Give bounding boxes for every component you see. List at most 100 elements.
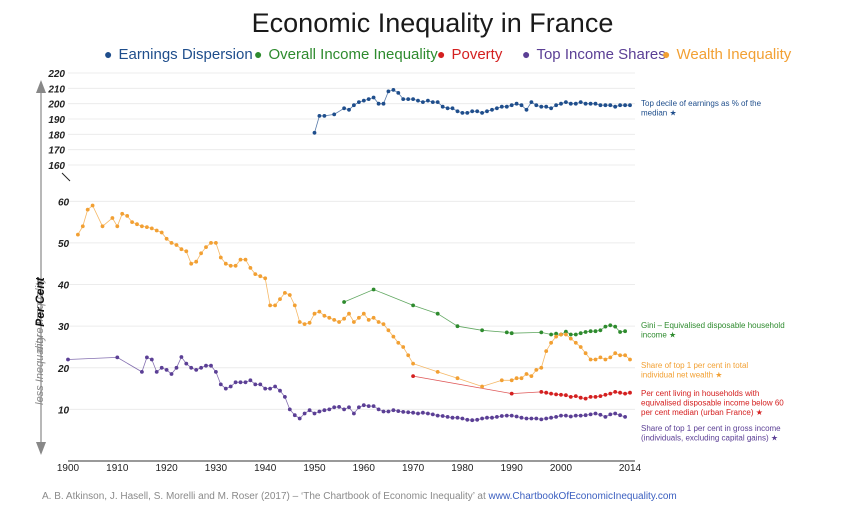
x-tick-label: 1930 [205,463,228,474]
data-point [194,259,199,264]
data-point [593,329,598,334]
legend-label: Top Income Shares [536,46,666,63]
data-point [564,100,568,104]
data-point [426,411,430,416]
data-point [268,386,272,391]
data-point [238,380,243,385]
data-point [371,287,376,292]
data-point [509,378,514,383]
data-point [549,391,553,396]
data-point [440,104,445,109]
data-point [209,363,213,368]
data-point [583,413,588,418]
data-point [608,412,613,417]
data-point [544,416,549,421]
data-point [396,91,401,95]
data-point [583,101,588,106]
series-end-label-line: income ★ [641,331,676,340]
data-point [618,413,622,418]
data-point [554,103,558,108]
data-point [273,384,277,389]
data-point [342,316,346,321]
data-point [578,345,583,349]
legend-item-top-income: ● Top Income Shares [522,46,666,63]
data-point [450,415,455,420]
series-3 [66,355,627,423]
data-point [519,376,524,381]
data-point [455,376,460,381]
data-point [263,276,268,281]
data-point [435,100,440,104]
legend-item-wealth: ● Wealth Inequality [662,46,791,63]
data-point [588,395,593,399]
data-point [495,415,499,419]
data-point [534,103,539,108]
series-end-label-line: per cent median (urban France) ★ [641,408,763,417]
series-end-label-line: Gini – Equivalised disposable household [641,321,785,330]
legend-label: Overall Income Inequality [268,46,438,63]
series-end-label-line: Share of top 1 per cent in total [641,361,748,370]
y-tick-label: 220 [47,69,65,80]
data-point [164,368,169,372]
data-point [411,361,415,366]
data-point [80,224,85,229]
data-point [554,415,558,419]
data-point [184,249,189,254]
data-point [559,101,563,106]
data-point [470,418,475,423]
data-point [366,318,371,322]
data-point [292,413,297,418]
source-text: A. B. Atkinson, J. Hasell, S. Morelli an… [42,491,486,502]
data-point [115,224,120,229]
data-point [613,411,618,416]
data-point [76,232,80,237]
source-link[interactable]: www.ChartbookOfEconomicInequality.com [488,491,677,502]
data-point [376,407,381,412]
data-point [628,357,632,362]
series-end-label: Top decile of earnings as % of the median… [641,99,762,118]
data-point [465,111,470,115]
data-point [85,207,90,212]
y-tick-label: 160 [48,161,65,172]
data-point [450,106,455,111]
data-point [490,415,494,420]
legend-marker: ● [437,46,446,62]
data-point [179,355,184,359]
data-point [435,413,440,418]
data-point [504,413,509,418]
x-tick-label: 1990 [501,463,524,474]
data-point [159,230,164,235]
data-point [312,130,317,135]
data-point [573,340,578,345]
data-point [544,349,549,353]
data-point [184,361,189,366]
legend-label: Earnings Dispersion [118,46,253,63]
data-point [564,329,568,334]
series-end-label-line: median ★ [641,109,677,118]
data-point [480,111,484,115]
data-point [603,415,608,419]
series-end-label: Gini – Equivalised disposable household i… [641,321,785,340]
data-point [455,324,460,329]
data-point [460,416,465,421]
data-point [243,380,248,385]
y-tick-label: 180 [48,130,65,141]
data-point [347,405,351,410]
data-point [214,241,218,245]
series-end-label-line: Share of top 1 per cent in gross income [641,424,781,433]
data-point [598,328,603,333]
data-point [218,382,223,387]
y-tick-label: 50 [58,239,70,250]
y-tick-label: 20 [57,364,70,375]
data-point [623,329,627,334]
data-point [568,395,573,399]
data-point [204,245,208,250]
data-point [406,353,411,358]
data-point [401,345,406,349]
data-point [588,101,593,106]
data-point [559,392,563,397]
data-point [568,101,573,106]
data-point [322,313,327,318]
data-point [322,408,327,413]
data-point [194,368,199,372]
